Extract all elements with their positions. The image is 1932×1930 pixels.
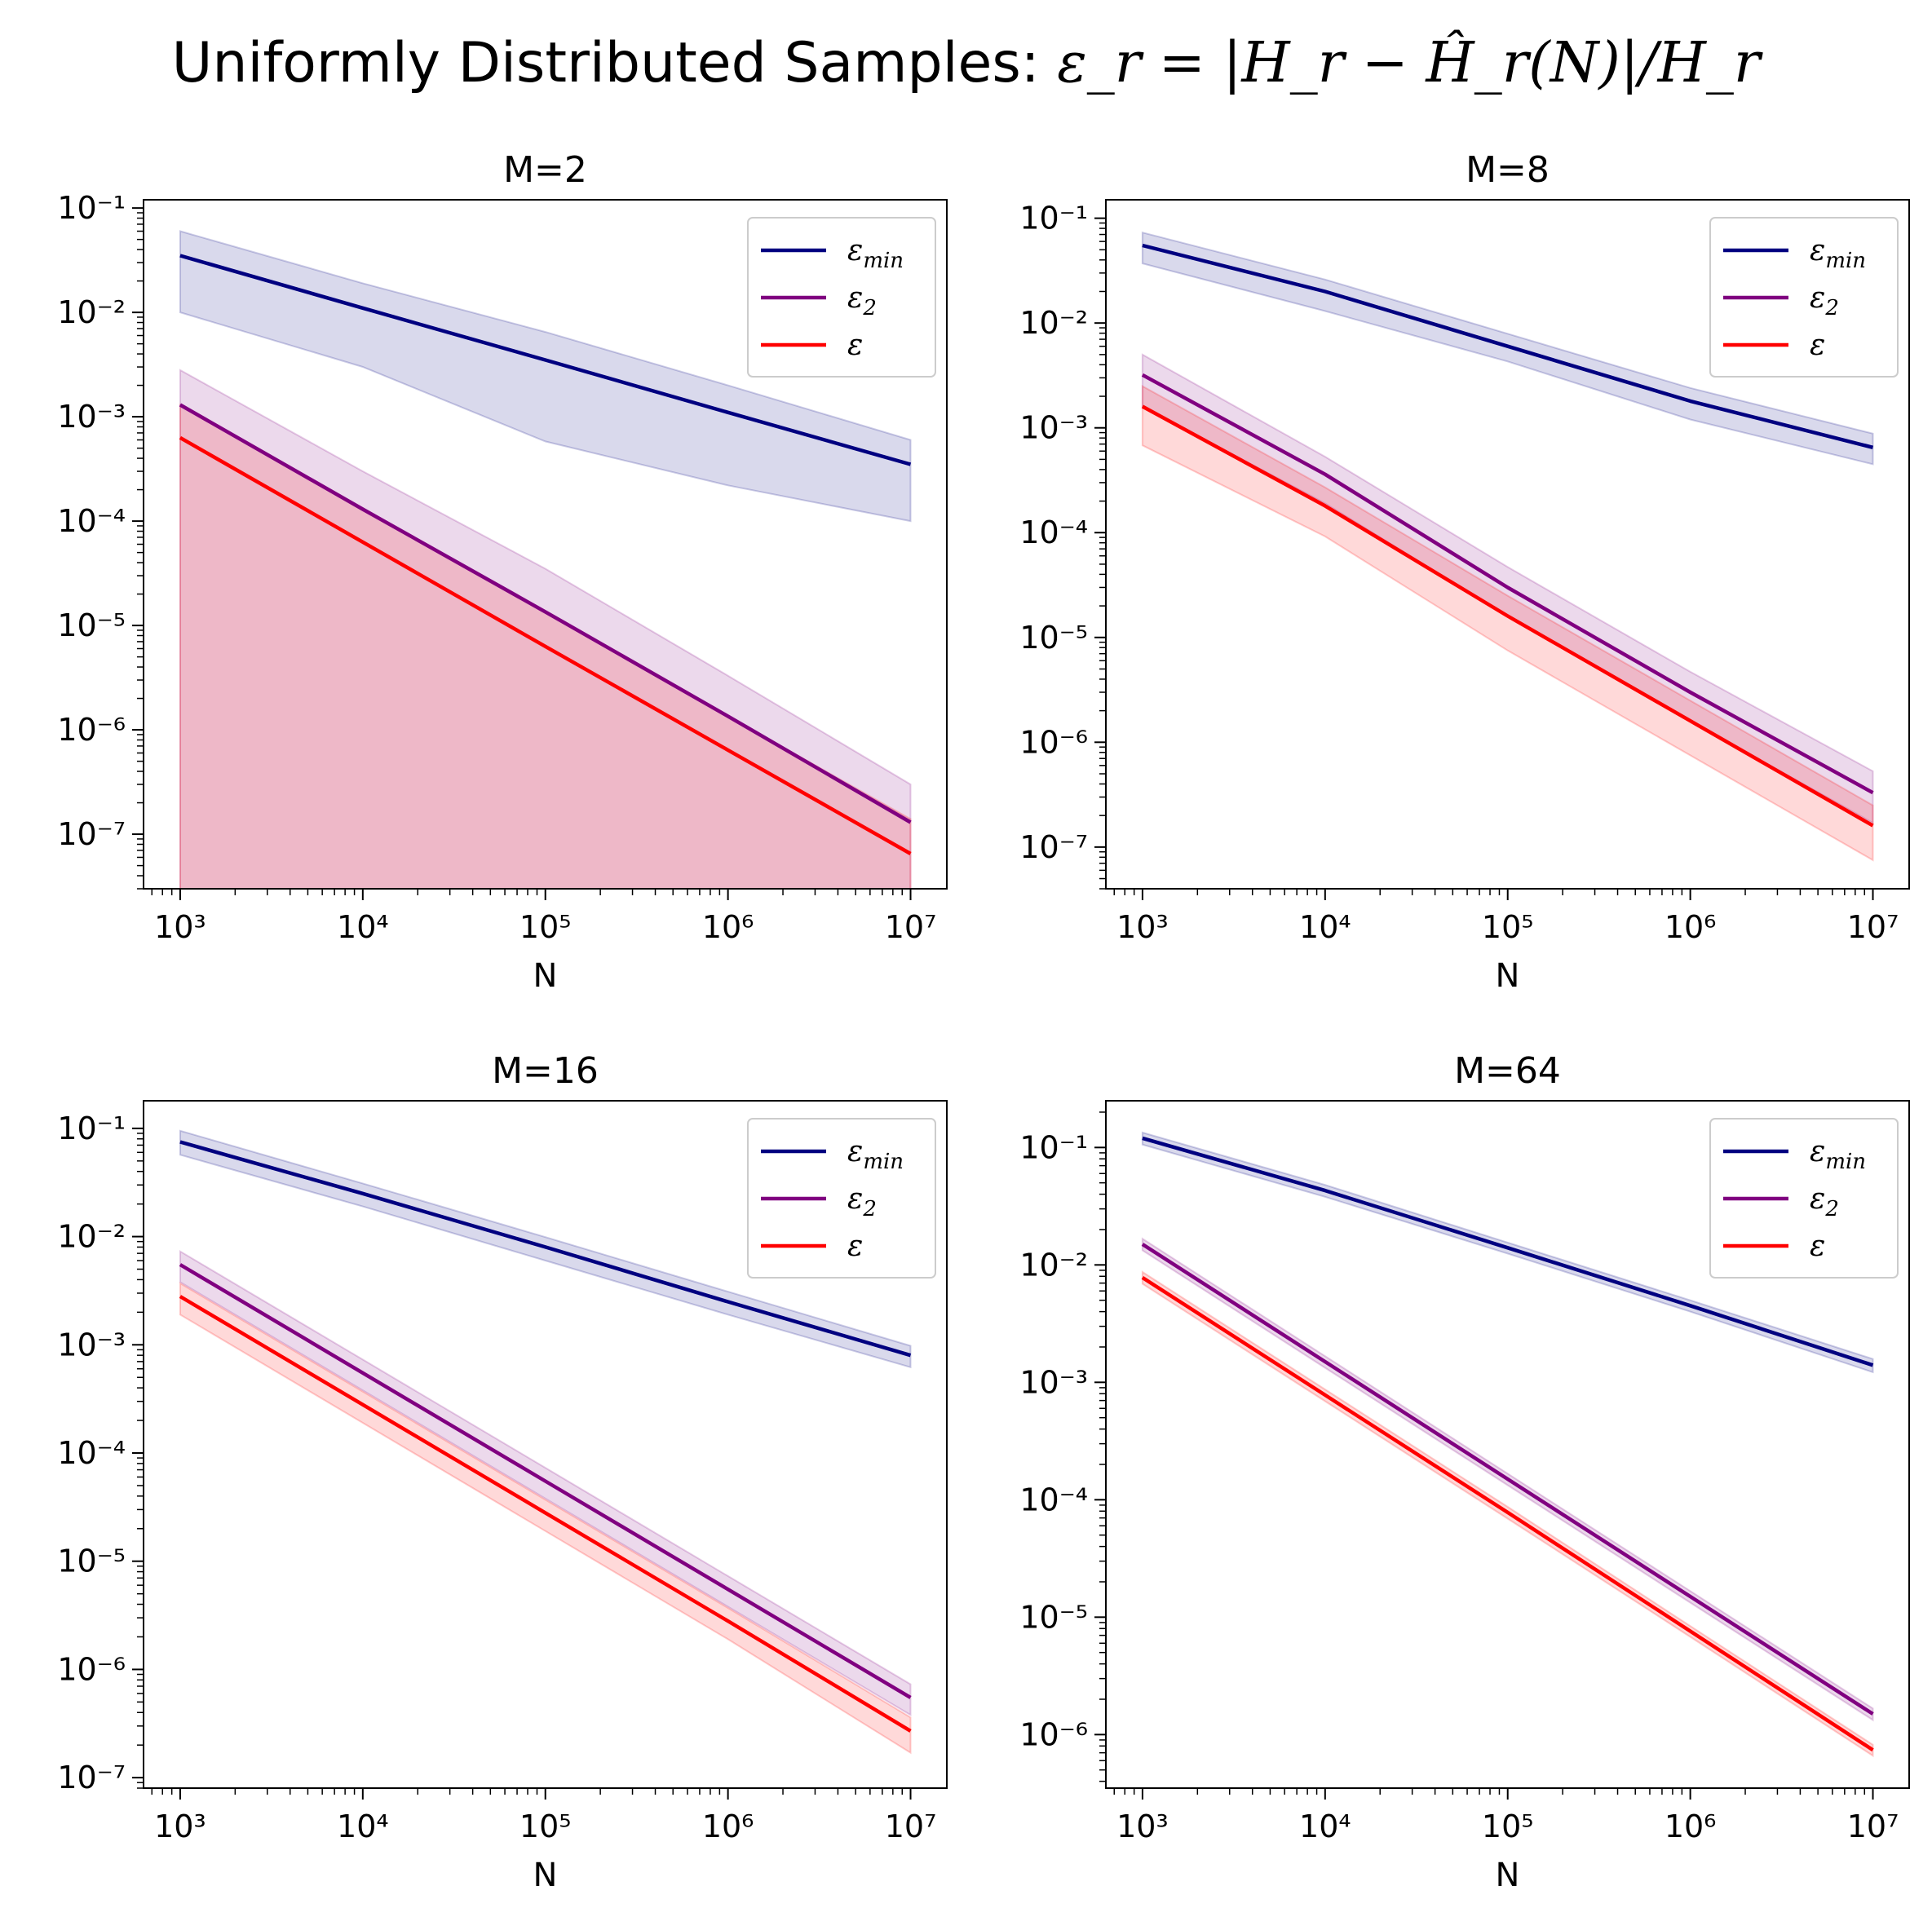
legend-label: εmin [1810, 234, 1866, 273]
x-tick-label: 10³ [1116, 1809, 1169, 1844]
series-band-1 [179, 369, 912, 889]
plot-area [179, 1129, 912, 1755]
chart-panel-2: 10³ 10⁴ 10⁵ 10⁶ 10⁷ 10⁻⁷ 10⁻⁶ 10⁻⁵ 10⁻⁴ 10⁻³ 10⁻² 1… [1019, 149, 1910, 995]
plot-area [1141, 231, 1874, 862]
legend: εmin ε2 ε [1709, 217, 1899, 378]
plot-area [179, 230, 912, 889]
x-tick-label: 10⁷ [1847, 1809, 1899, 1844]
x-tick-label: 10⁴ [337, 1809, 389, 1844]
y-tick-label: 10⁻¹ [57, 1111, 126, 1146]
x-axis-label: N [533, 957, 558, 995]
y-tick-label: 10⁻⁷ [57, 816, 126, 852]
x-tick-label: 10⁶ [702, 1809, 754, 1844]
chart-panel-4: 10³ 10⁴ 10⁵ 10⁶ 10⁷ 10⁻⁶ 10⁻⁵ 10⁻⁴ 10⁻³ 10⁻² 10⁻¹ M… [1019, 1050, 1910, 1894]
legend-label: ε [847, 329, 863, 362]
x-tick-label: 10⁴ [1299, 1809, 1351, 1844]
y-tick-label: 10⁻⁴ [57, 503, 126, 539]
y-tick-label: 10⁻⁴ [57, 1435, 126, 1471]
x-tick-label: 10³ [154, 909, 206, 945]
y-tick-label: 10⁻¹ [57, 190, 126, 226]
legend-label: εmin [1810, 1135, 1866, 1174]
y-tick-label: 10⁻¹ [1019, 201, 1088, 236]
chart-title: M=16 [492, 1050, 599, 1092]
legend-label: ε2 [847, 1182, 877, 1221]
y-tick-label: 10⁻¹ [1019, 1129, 1088, 1165]
x-tick-label: 10⁴ [337, 909, 389, 945]
y-tick-label: 10⁻⁶ [57, 712, 126, 748]
legend-label: ε [847, 1230, 863, 1263]
y-tick-label: 10⁻⁵ [57, 1544, 126, 1579]
chart-title: M=2 [503, 149, 587, 191]
x-tick-label: 10³ [154, 1809, 206, 1844]
x-tick-label: 10⁵ [519, 1809, 572, 1844]
y-tick-label: 10⁻³ [1019, 1364, 1088, 1400]
series-band-2 [1141, 384, 1874, 862]
y-tick-label: 10⁻³ [57, 399, 126, 435]
series-band-0 [179, 1129, 912, 1369]
x-tick-label: 10⁶ [702, 909, 754, 945]
x-tick-label: 10⁷ [885, 909, 937, 945]
y-tick-label: 10⁻⁴ [1019, 1482, 1088, 1517]
y-tick-label: 10⁻⁷ [57, 1760, 126, 1795]
legend: εmin ε2 ε [747, 217, 936, 378]
legend-box [1709, 217, 1899, 378]
chart-panel-1: 10³ 10⁴ 10⁵ 10⁶ 10⁷ 10⁻⁷ 10⁻⁶ 10⁻⁵ 10⁻⁴ 10⁻³ 10⁻² 1… [57, 149, 948, 995]
y-tick-label: 10⁻⁵ [1019, 1599, 1088, 1635]
legend-label: ε2 [1810, 1182, 1839, 1221]
x-tick-label: 10⁴ [1299, 909, 1351, 945]
plot-area [1141, 1131, 1874, 1758]
x-tick-label: 10⁵ [519, 909, 572, 945]
y-tick-label: 10⁻³ [57, 1327, 126, 1362]
legend-label: εmin [847, 1135, 904, 1174]
figure-title-formula: ε_r = |H_r − Ĥ_r(N)|/H_r [1057, 31, 1761, 95]
legend-label: ε [1810, 1230, 1825, 1263]
y-tick-label: 10⁻⁶ [1019, 724, 1088, 760]
series-line-2 [179, 1295, 912, 1733]
y-tick-label: 10⁻³ [1019, 410, 1088, 446]
legend-label: ε2 [847, 281, 877, 320]
y-tick-label: 10⁻² [57, 1219, 126, 1255]
series-band-0 [179, 230, 912, 523]
legend-box [747, 217, 936, 378]
y-tick-label: 10⁻⁵ [57, 607, 126, 643]
series-line-2 [1141, 1276, 1874, 1752]
x-tick-label: 10⁶ [1665, 909, 1717, 945]
figure-title-prefix: Uniformly Distributed Samples: [171, 31, 1058, 95]
legend: εmin ε2 ε [1709, 1118, 1899, 1279]
legend-label: ε2 [1810, 281, 1839, 320]
legend-box [747, 1118, 936, 1279]
chart-panel-3: 10³ 10⁴ 10⁵ 10⁶ 10⁷ 10⁻⁷ 10⁻⁶ 10⁻⁵ 10⁻⁴ 10⁻³ 10⁻² 1… [57, 1050, 948, 1894]
x-tick-label: 10⁷ [885, 1809, 937, 1844]
x-tick-label: 10⁶ [1665, 1809, 1717, 1844]
y-tick-label: 10⁻⁷ [1019, 829, 1088, 865]
series-band-2 [179, 1282, 912, 1755]
figure-title: Uniformly Distributed Samples: ε_r = |H_… [0, 31, 1932, 95]
chart-title: M=64 [1454, 1050, 1561, 1092]
series-band-0 [1141, 1131, 1874, 1374]
x-axis-label: N [533, 1857, 558, 1894]
legend-box [1709, 1118, 1899, 1279]
y-tick-label: 10⁻⁴ [1019, 515, 1088, 550]
legend-label: ε [1810, 329, 1825, 362]
y-tick-label: 10⁻² [1019, 305, 1088, 341]
y-tick-label: 10⁻² [57, 294, 126, 330]
x-axis-label: N [1496, 957, 1520, 995]
x-tick-label: 10⁷ [1847, 909, 1899, 945]
y-tick-label: 10⁻⁶ [1019, 1716, 1088, 1752]
y-tick-label: 10⁻⁶ [57, 1651, 126, 1687]
x-tick-label: 10³ [1116, 909, 1169, 945]
x-axis-label: N [1496, 1857, 1520, 1894]
chart-title: M=8 [1466, 149, 1550, 191]
y-tick-label: 10⁻⁵ [1019, 620, 1088, 656]
y-tick-label: 10⁻² [1019, 1247, 1088, 1283]
legend-label: εmin [847, 234, 904, 273]
x-tick-label: 10⁵ [1482, 909, 1534, 945]
legend: εmin ε2 ε [747, 1118, 936, 1279]
x-tick-label: 10⁵ [1482, 1809, 1534, 1844]
